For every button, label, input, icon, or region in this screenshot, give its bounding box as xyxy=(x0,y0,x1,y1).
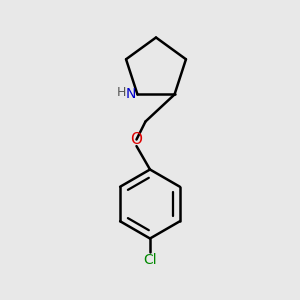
Text: H: H xyxy=(117,86,126,99)
Text: O: O xyxy=(130,132,142,147)
Text: Cl: Cl xyxy=(143,253,157,266)
Text: N: N xyxy=(126,88,136,101)
